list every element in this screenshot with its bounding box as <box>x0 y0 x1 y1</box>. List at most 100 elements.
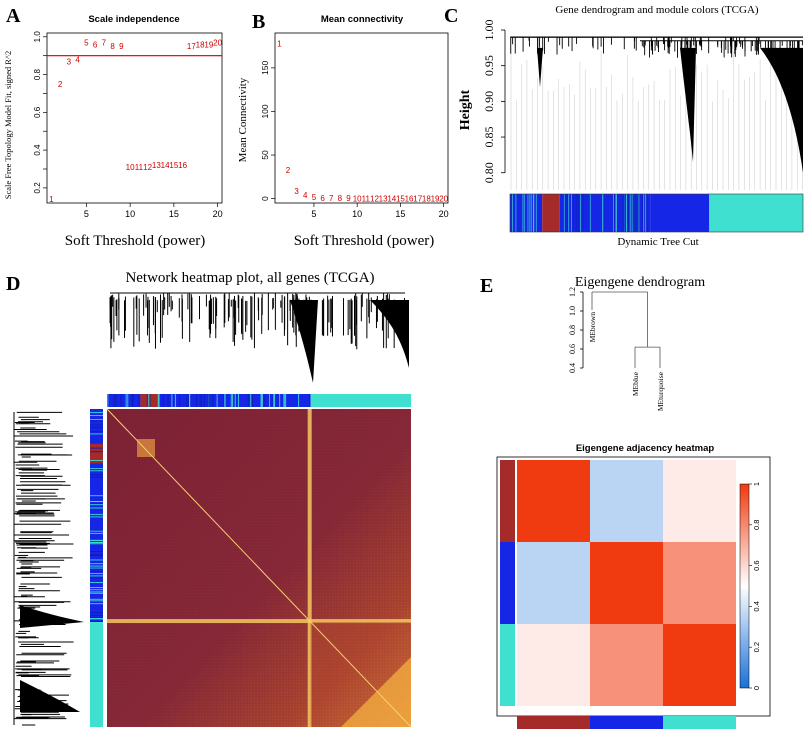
top-bar-stripe <box>273 394 275 407</box>
point-label-7: 7 <box>102 38 107 47</box>
top-bar-stripe <box>207 394 209 407</box>
colorbar-stripe <box>529 194 531 232</box>
top-bar-stripe <box>189 394 191 407</box>
dendro-spike <box>760 47 803 173</box>
left-bar-stripe <box>90 433 103 435</box>
colorbar-stripe <box>637 194 639 232</box>
top-bar-stripe <box>263 394 265 407</box>
top-bar-stripe <box>171 394 173 407</box>
point-label-19: 19 <box>431 195 440 204</box>
colorbar-stripe <box>632 194 634 232</box>
left-bar-stripe <box>90 598 103 600</box>
colorbar-stripe <box>568 194 570 232</box>
e-y-tick-label: 0.6 <box>568 344 577 354</box>
left-bar-stripe <box>90 427 103 429</box>
e-leaf-label-MEturquoise: MEturquoise <box>656 371 665 411</box>
point-label-13: 13 <box>152 161 161 170</box>
colorbar-stripe <box>566 194 568 232</box>
top-bar-stripe <box>237 394 239 407</box>
point-label-4: 4 <box>75 55 80 64</box>
panel-b-points: 123 4 5 6 7 8 9 10 11 12 13 14 15 16 17 18 19 20 <box>277 39 449 203</box>
left-bar-stripe <box>90 513 103 515</box>
top-bar-stripe <box>284 394 286 407</box>
left-bar-blue <box>90 409 103 444</box>
top-bar-stripe <box>285 394 287 407</box>
panel-c-title: Gene dendrogram and module colors (TCGA) <box>555 4 758 16</box>
point-label-11: 11 <box>362 194 371 203</box>
top-bar-stripe <box>230 394 232 407</box>
top-bar-stripe <box>224 394 226 407</box>
panel-c-gene-dendrogram: Gene dendrogram and module colors (TCGA)… <box>458 4 804 248</box>
panel-d-left-dendrogram <box>13 411 84 726</box>
panel-c-y-label: Height <box>458 89 473 130</box>
top-bar-stripe <box>138 394 140 407</box>
colorbar-stripe <box>646 194 648 232</box>
left-bar-stripe <box>90 543 103 545</box>
left-bar-brown <box>90 443 103 464</box>
panel-a-scale-independence: Scale independence 0.20.40.60.81.0 5 10 15… <box>3 14 223 249</box>
colorbar-brown <box>542 194 560 232</box>
y-tick-label: 100 <box>260 104 270 118</box>
left-bar-stripe <box>90 591 103 593</box>
module-boundary-row <box>107 619 411 624</box>
top-bar-stripe <box>200 394 202 407</box>
panel-a-y-axis: 0.2 0.4 0.6 0.8 1.0 <box>33 31 47 193</box>
left-dendro-spike <box>20 680 80 712</box>
left-bar-stripe <box>90 501 103 503</box>
point-label-9: 9 <box>119 42 124 51</box>
colorbar-stripe <box>602 194 604 232</box>
point-label-3: 3 <box>67 57 72 66</box>
left-bar-stripe <box>90 570 103 572</box>
panel-b-plot-frame <box>274 32 449 204</box>
row-module-blue <box>500 542 515 624</box>
top-bar-stripe <box>260 394 262 407</box>
diagonal <box>106 408 412 728</box>
left-bar-stripe <box>90 474 103 476</box>
colorbar-tick-label: 0.4 <box>752 601 761 611</box>
panel-e-eigengene: Eigengene dendrogram 0.4 0.6 0.8 1.0 1.2 MEbr… <box>496 275 771 729</box>
panel-a-plot-frame <box>46 32 223 204</box>
panel-b-title: Mean connectivity <box>321 14 404 25</box>
point-label-2: 2 <box>58 80 63 89</box>
e-leaf-label-MEbrown: MEbrown <box>588 312 597 343</box>
colorbar-stripe <box>532 194 534 232</box>
left-bar-stripe <box>90 603 103 605</box>
panel-b-x-label: Soft Threshold (power) <box>294 233 435 249</box>
y-tick-label: 0.95 <box>482 55 496 76</box>
cell-turquoise-blue <box>590 624 663 706</box>
point-label-10: 10 <box>126 163 135 172</box>
colorbar-stripe <box>625 194 627 232</box>
top-bar-stripe <box>261 394 263 407</box>
point-label-19: 19 <box>204 40 213 49</box>
top-bar-stripe <box>273 394 275 407</box>
colorbar-stripe <box>625 194 626 232</box>
x-tick-label: 20 <box>213 209 223 219</box>
cell-brown-blue <box>590 460 663 542</box>
left-bar-stripe <box>90 447 103 449</box>
colorbar-stripe <box>522 194 524 232</box>
col-module-turquoise <box>663 716 736 729</box>
y-tick-label: 0.8 <box>33 68 42 80</box>
panel-d-network-heatmap: Network heatmap plot, all genes (TCGA) <box>13 270 412 728</box>
left-bar-stripe <box>90 432 103 434</box>
colorbar-stripe <box>615 194 617 232</box>
y-tick-label: 50 <box>260 150 270 160</box>
left-bar-stripe <box>90 565 103 567</box>
hub-corner <box>341 657 411 727</box>
top-bar-stripe <box>157 394 159 407</box>
left-bar-stripe <box>90 424 103 426</box>
top-bar-blue <box>107 394 141 407</box>
point-label-3: 3 <box>294 187 299 196</box>
top-bar-stripe <box>115 394 117 407</box>
left-bar-stripe <box>90 504 103 506</box>
colorbar-stripe <box>515 194 517 232</box>
module-boundary-col <box>307 409 312 727</box>
y-tick-label: 0.6 <box>33 106 42 118</box>
x-tick-label: 5 <box>84 209 89 219</box>
left-bar-stripe <box>90 476 103 478</box>
top-bar-stripe <box>107 394 109 407</box>
point-label-6: 6 <box>93 40 98 49</box>
row-module-turquoise <box>500 624 515 706</box>
top-bar-stripe <box>279 394 281 407</box>
left-bar-stripe <box>90 529 103 531</box>
